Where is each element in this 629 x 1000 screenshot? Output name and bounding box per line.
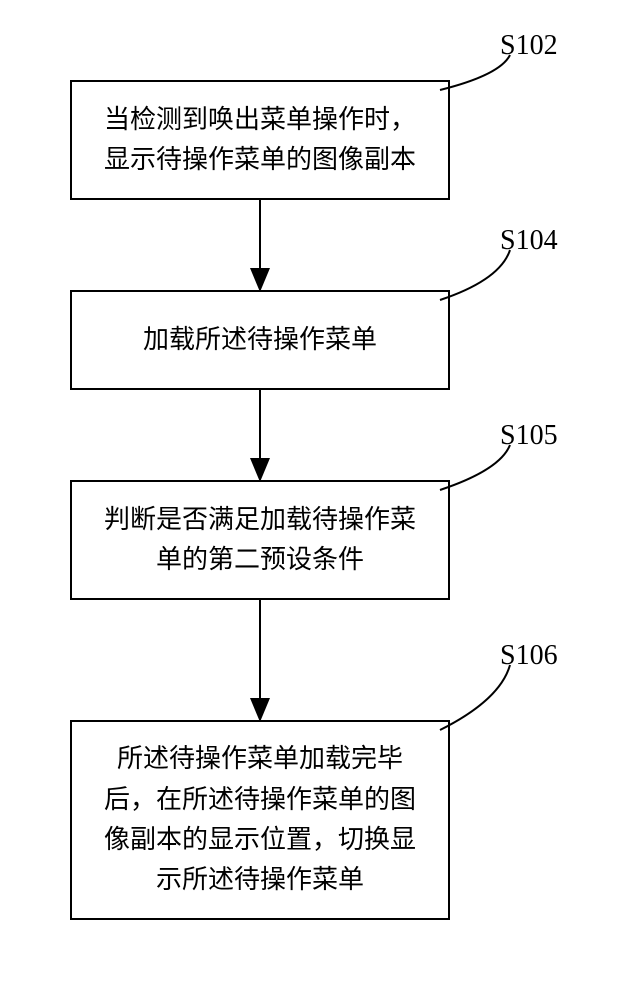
callout-4 — [440, 665, 510, 730]
flow-label-2: S104 — [500, 225, 558, 257]
flow-node-1: 当检测到唤出菜单操作时，显示待操作菜单的图像副本 — [70, 80, 450, 200]
flow-label-4: S106 — [500, 640, 558, 672]
flow-node-4-text: 所述待操作菜单加载完毕后，在所述待操作菜单的图像副本的显示位置，切换显示所述待操… — [92, 739, 428, 900]
flow-label-1: S102 — [500, 30, 558, 62]
flow-node-3-text: 判断是否满足加载待操作菜单的第二预设条件 — [92, 500, 428, 581]
flow-node-2: 加载所述待操作菜单 — [70, 290, 450, 390]
flowchart-canvas: 当检测到唤出菜单操作时，显示待操作菜单的图像副本 S102 加载所述待操作菜单 … — [0, 0, 629, 1000]
flow-label-3: S105 — [500, 420, 558, 452]
flow-node-1-text: 当检测到唤出菜单操作时，显示待操作菜单的图像副本 — [92, 100, 428, 181]
callout-2 — [440, 250, 510, 300]
flow-node-2-text: 加载所述待操作菜单 — [143, 320, 377, 360]
flow-node-4: 所述待操作菜单加载完毕后，在所述待操作菜单的图像副本的显示位置，切换显示所述待操… — [70, 720, 450, 920]
flow-node-3: 判断是否满足加载待操作菜单的第二预设条件 — [70, 480, 450, 600]
